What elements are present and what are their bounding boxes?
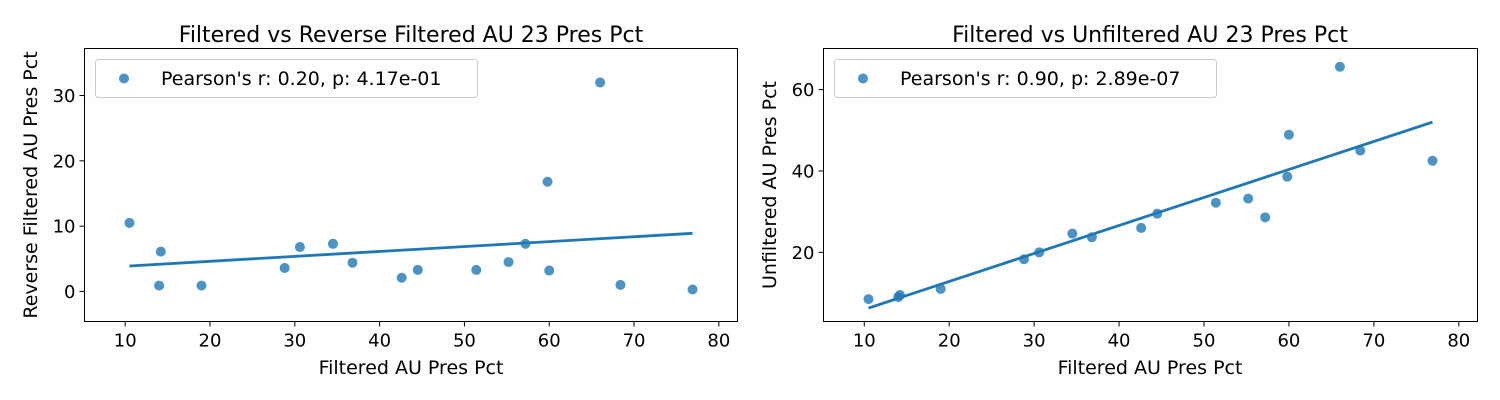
chart-right-legend-marker	[858, 73, 868, 84]
x-tick-label: 30	[283, 331, 306, 352]
data-point	[687, 284, 698, 295]
data-point	[154, 280, 165, 291]
y-tick-label: 60	[792, 80, 815, 101]
chart-left-x-label: Filtered AU Pres Pct	[319, 357, 504, 379]
data-point	[595, 77, 606, 88]
data-point	[503, 257, 514, 268]
x-tick-label: 10	[853, 331, 876, 352]
data-point	[1427, 155, 1438, 166]
chart-left-points	[124, 77, 698, 295]
y-tick-label: 30	[53, 86, 76, 107]
x-tick-label: 20	[938, 331, 961, 352]
data-point	[347, 257, 358, 268]
data-point	[1243, 193, 1254, 204]
x-tick-label: 50	[1193, 331, 1216, 352]
data-point	[124, 217, 135, 228]
data-point	[1152, 208, 1163, 219]
y-tick-label: 0	[64, 282, 75, 303]
chart-left-x-ticks: 10 20 30 40 50 60 70 80	[114, 321, 730, 352]
data-point	[615, 279, 626, 290]
x-tick-label: 40	[1108, 331, 1131, 352]
chart-right-points	[863, 61, 1438, 305]
chart-right-plot-frame	[823, 48, 1478, 322]
chart-left-legend-label: Pearson's r: 0.20, p: 4.17e-01	[161, 68, 441, 90]
data-point	[155, 246, 166, 257]
chart-right: Filtered vs Unfiltered AU 23 Pres Pct 10…	[759, 23, 1478, 379]
chart-right-legend-label: Pearson's r: 0.90, p: 2.89e-07	[900, 68, 1180, 90]
data-point	[544, 265, 555, 276]
data-point	[1034, 247, 1045, 258]
x-tick-label: 30	[1023, 331, 1046, 352]
chart-left-y-ticks: 0 10 20 30	[53, 86, 85, 303]
data-point	[520, 238, 531, 249]
chart-right-title: Filtered vs Unfiltered AU 23 Pres Pct	[952, 23, 1348, 48]
data-point	[1067, 228, 1078, 239]
x-tick-label: 40	[368, 331, 391, 352]
data-point	[1334, 61, 1345, 72]
chart-right-legend: Pearson's r: 0.90, p: 2.89e-07	[834, 59, 1217, 98]
chart-left: Filtered vs Reverse Filtered AU 23 Pres …	[20, 23, 738, 379]
data-point	[294, 242, 305, 253]
data-point	[863, 294, 874, 305]
data-point	[471, 264, 482, 275]
data-point	[935, 283, 946, 294]
y-tick-label: 40	[792, 161, 815, 182]
chart-left-plot-frame	[84, 48, 738, 322]
y-tick-label: 10	[53, 217, 76, 238]
data-point	[1018, 254, 1029, 265]
x-tick-label: 50	[453, 331, 476, 352]
chart-left-fit-line	[129, 231, 693, 268]
chart-left-y-label: Reverse Filtered AU Pres Pct	[20, 51, 42, 318]
chart-right-y-label: Unfiltered AU Pres Pct	[759, 81, 781, 289]
chart-left-legend: Pearson's r: 0.20, p: 4.17e-01	[95, 59, 478, 98]
x-tick-label: 70	[623, 331, 646, 352]
x-tick-label: 70	[1362, 331, 1385, 352]
chart-left-legend-box	[95, 59, 478, 98]
data-point	[279, 262, 290, 273]
data-point	[542, 176, 553, 187]
data-point	[1136, 222, 1147, 233]
x-tick-label: 80	[707, 331, 730, 352]
data-point	[894, 290, 905, 301]
x-tick-label: 80	[1447, 331, 1470, 352]
x-tick-label: 10	[114, 331, 137, 352]
data-point	[412, 264, 423, 275]
chart-right-y-ticks: 20 40 60	[792, 80, 824, 264]
x-tick-label: 20	[199, 331, 222, 352]
data-point	[1283, 129, 1294, 140]
chart-left-title: Filtered vs Reverse Filtered AU 23 Pres …	[179, 23, 644, 48]
x-tick-label: 60	[1277, 331, 1300, 352]
y-tick-label: 20	[792, 243, 815, 264]
data-point	[396, 272, 407, 283]
data-point	[1210, 197, 1221, 208]
chart-left-legend-marker	[119, 73, 129, 84]
chart-right-fit-line	[868, 120, 1433, 310]
data-point	[327, 238, 338, 249]
data-point	[1355, 145, 1366, 156]
data-point	[1282, 171, 1293, 182]
x-tick-label: 60	[538, 331, 561, 352]
data-point	[196, 280, 207, 291]
data-point	[1260, 212, 1271, 223]
y-tick-label: 20	[53, 151, 76, 172]
data-point	[1086, 232, 1097, 243]
chart-right-x-ticks: 10 20 30 40 50 60 70 80	[853, 321, 1470, 352]
chart-right-x-label: Filtered AU Pres Pct	[1058, 357, 1243, 379]
chart-right-legend-box	[834, 59, 1217, 98]
